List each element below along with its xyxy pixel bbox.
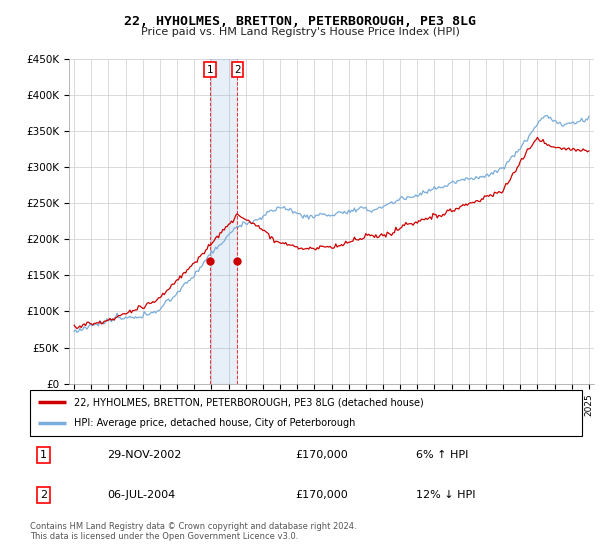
Text: 6% ↑ HPI: 6% ↑ HPI: [416, 450, 469, 460]
Text: 2: 2: [40, 490, 47, 500]
Text: Contains HM Land Registry data © Crown copyright and database right 2024.
This d: Contains HM Land Registry data © Crown c…: [30, 522, 356, 542]
Text: Price paid vs. HM Land Registry's House Price Index (HPI): Price paid vs. HM Land Registry's House …: [140, 27, 460, 37]
Text: 1: 1: [40, 450, 47, 460]
Text: HPI: Average price, detached house, City of Peterborough: HPI: Average price, detached house, City…: [74, 418, 356, 428]
Text: 22, HYHOLMES, BRETTON, PETERBOROUGH, PE3 8LG (detached house): 22, HYHOLMES, BRETTON, PETERBOROUGH, PE3…: [74, 397, 424, 407]
Text: 22, HYHOLMES, BRETTON, PETERBOROUGH, PE3 8LG: 22, HYHOLMES, BRETTON, PETERBOROUGH, PE3…: [124, 15, 476, 27]
Text: 06-JUL-2004: 06-JUL-2004: [107, 490, 176, 500]
Text: 2: 2: [234, 64, 241, 74]
Text: 29-NOV-2002: 29-NOV-2002: [107, 450, 182, 460]
Bar: [210, 59, 238, 384]
Text: £170,000: £170,000: [295, 490, 348, 500]
Text: 1: 1: [207, 64, 214, 74]
Text: 12% ↓ HPI: 12% ↓ HPI: [416, 490, 476, 500]
FancyBboxPatch shape: [30, 390, 582, 436]
Text: £170,000: £170,000: [295, 450, 348, 460]
